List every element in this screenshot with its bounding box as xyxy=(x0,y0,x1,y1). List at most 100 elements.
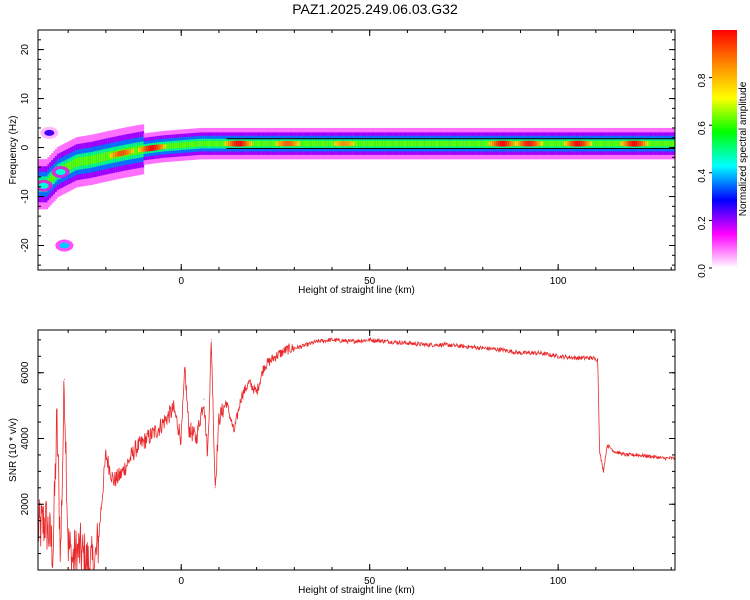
spectral-peak-cell xyxy=(230,141,233,147)
snr-point xyxy=(233,431,235,433)
spectral-peak-cell xyxy=(290,141,294,147)
spectral-peak-cell xyxy=(578,140,582,147)
spectral-peak-cell xyxy=(245,141,248,147)
spectral-band-cell xyxy=(396,140,399,147)
spectral-band-cell xyxy=(416,140,420,147)
spectral-band-cell xyxy=(264,140,267,147)
snr-point xyxy=(597,359,599,361)
snr-point xyxy=(482,347,484,349)
x-axis-label: Height of straight line (km) xyxy=(298,285,415,296)
spectral-peak-cell xyxy=(567,141,571,147)
spectral-band-cell xyxy=(386,140,390,147)
y-axis-label: SNR (10 * v/v) xyxy=(8,418,19,482)
snr-point xyxy=(207,454,209,456)
spectral-peak-cell xyxy=(286,141,290,147)
spectral-band-cell xyxy=(200,140,203,147)
spectrogram-frame xyxy=(37,29,676,271)
spectral-band-cell xyxy=(262,140,265,147)
spectral-band-cell xyxy=(269,140,273,147)
spectral-band-cell xyxy=(397,140,401,147)
snr-point xyxy=(173,408,175,410)
spectral-band-cell xyxy=(375,140,378,147)
snr-point xyxy=(331,339,333,341)
x-tick-label: 0 xyxy=(178,276,184,287)
spectral-peak-cell xyxy=(492,141,495,147)
snr-point xyxy=(350,341,352,343)
spectral-band-cell xyxy=(358,140,361,147)
spectral-band-cell xyxy=(186,141,190,148)
spectral-band-cell xyxy=(552,140,555,147)
snr-point xyxy=(663,457,665,459)
spectral-peak-cell xyxy=(509,141,512,147)
spectral-peak-cell xyxy=(626,141,629,147)
spectral-peak-cell xyxy=(113,152,116,158)
spectral-peak-cell xyxy=(228,141,231,147)
spectral-peak-cell xyxy=(124,149,128,156)
spectral-band-cell xyxy=(218,140,222,147)
spectral-band-cell xyxy=(548,140,552,147)
spectral-band-cell xyxy=(428,140,431,147)
spectral-band-cell xyxy=(390,140,393,147)
spectral-band-cell xyxy=(607,140,610,147)
snr-point xyxy=(651,456,653,458)
spectral-peak-cell xyxy=(641,141,644,147)
spectral-band-cell xyxy=(256,140,260,147)
spectral-peak-cell xyxy=(158,144,162,150)
spectral-peak-cell xyxy=(584,141,588,147)
spectral-band-cell xyxy=(430,140,433,147)
snr-point xyxy=(105,454,107,456)
spectral-peak-cell xyxy=(529,140,533,147)
spectral-band-cell xyxy=(258,140,261,147)
spectral-band-cell xyxy=(181,142,184,148)
spectral-band-cell xyxy=(454,140,457,147)
spectral-band-cell xyxy=(70,160,73,170)
y-tick-label: 2000 xyxy=(20,493,31,516)
spectral-peak-cell xyxy=(495,140,499,147)
spectral-peak-cell xyxy=(646,141,650,146)
spectral-peak-cell xyxy=(283,141,286,147)
spectral-band-cell xyxy=(92,155,96,164)
spectral-peak-cell xyxy=(298,141,301,146)
spectral-band-cell xyxy=(469,140,473,147)
spectral-band-cell xyxy=(364,140,367,147)
spectral-peak-cell xyxy=(526,140,529,147)
spectral-band-cell xyxy=(179,142,182,148)
snr-point xyxy=(63,378,65,380)
snr-point xyxy=(256,391,258,393)
spectral-peak-cell xyxy=(571,140,574,147)
spectral-band-cell xyxy=(166,143,169,149)
spectral-band-cell xyxy=(484,140,488,147)
spectral-band-cell xyxy=(405,140,408,147)
spectral-peak-cell xyxy=(122,150,126,156)
spectral-band-cell xyxy=(399,140,403,147)
snr-point xyxy=(214,487,216,489)
spectral-peak-cell xyxy=(143,146,147,152)
spectral-band-cell xyxy=(475,140,478,147)
spectral-band-cell xyxy=(612,140,616,147)
spectral-band-cell xyxy=(556,140,559,147)
spectral-peak-cell xyxy=(350,141,354,146)
spectral-band-cell xyxy=(98,153,101,163)
spectral-peak-cell xyxy=(164,144,167,149)
spectral-band-cell xyxy=(665,140,669,147)
spectral-peak-cell xyxy=(535,141,539,147)
spectral-band-cell xyxy=(271,140,275,147)
snr-point xyxy=(86,562,88,564)
spectral-peak-cell xyxy=(565,141,569,146)
spectral-band-cell xyxy=(471,140,474,147)
spectral-band-cell xyxy=(435,140,439,147)
spectral-peak-cell xyxy=(154,144,158,151)
snr-point xyxy=(444,344,446,346)
spectral-peak-cell xyxy=(586,141,589,147)
snr-point xyxy=(591,357,593,359)
snr-point xyxy=(60,553,62,555)
spectral-band-cell xyxy=(480,140,484,147)
spectral-peak-cell xyxy=(644,141,648,146)
spectral-peak-cell xyxy=(503,140,506,147)
spectral-band-cell xyxy=(599,140,603,147)
spectral-peak-cell xyxy=(281,141,284,147)
snr-point xyxy=(576,357,578,359)
spectral-band-cell xyxy=(213,140,216,147)
snr-point xyxy=(120,474,122,476)
spectral-peak-cell xyxy=(249,141,252,146)
